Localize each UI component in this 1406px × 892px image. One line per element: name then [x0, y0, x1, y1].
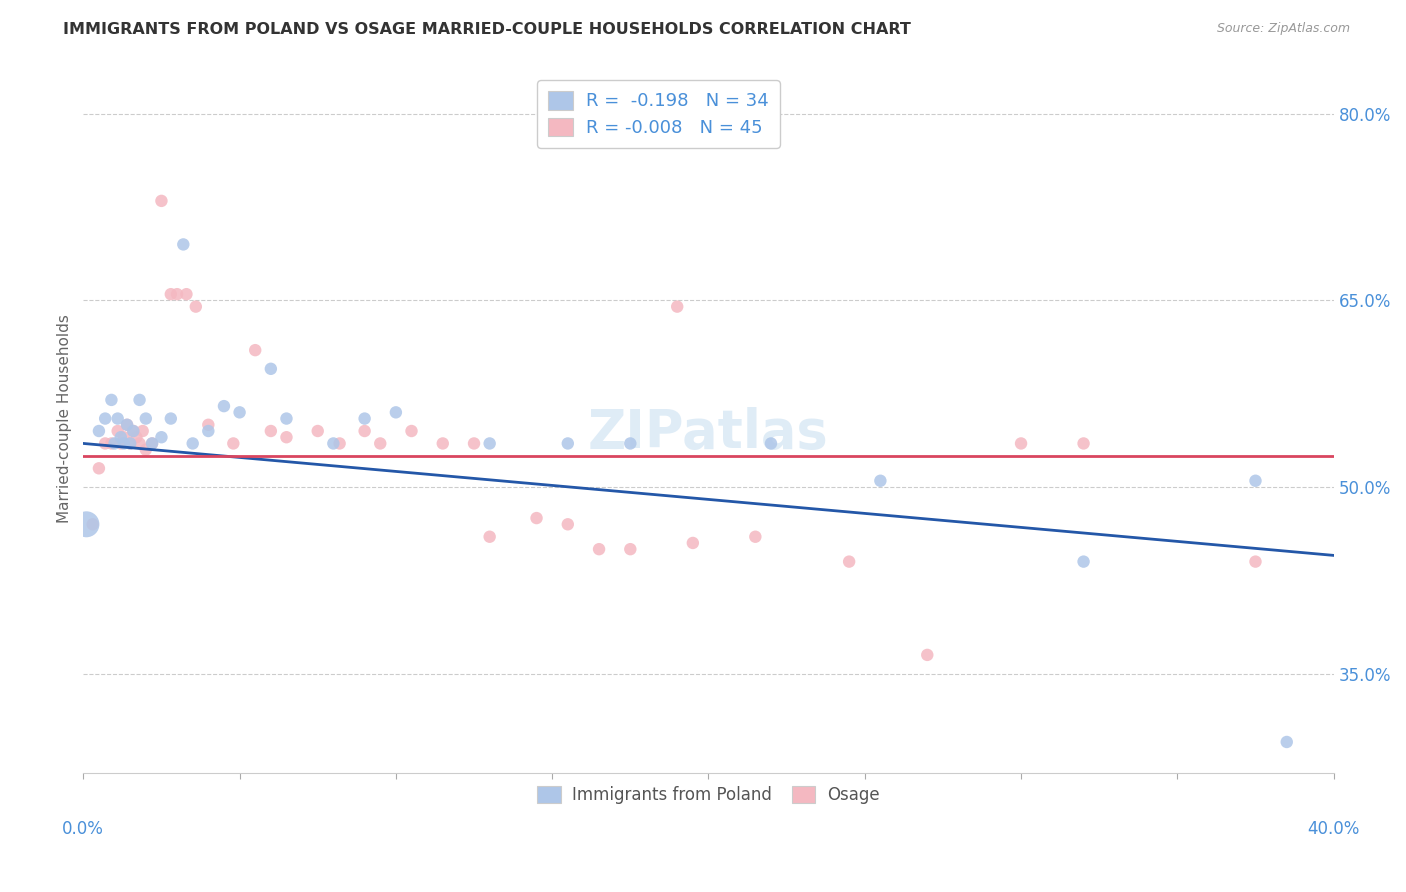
Point — [122, 424, 145, 438]
Point — [869, 474, 891, 488]
Point — [260, 424, 283, 438]
Point — [107, 411, 129, 425]
Point — [128, 392, 150, 407]
Point — [619, 436, 641, 450]
Text: 40.0%: 40.0% — [1308, 821, 1360, 838]
Point — [557, 436, 579, 450]
Point — [115, 417, 138, 432]
Point — [478, 530, 501, 544]
Point — [619, 542, 641, 557]
Point — [100, 436, 122, 450]
Point — [107, 424, 129, 438]
Point — [135, 442, 157, 457]
Point — [82, 517, 104, 532]
Point — [432, 436, 454, 450]
Point — [135, 411, 157, 425]
Point — [228, 405, 250, 419]
Point — [759, 436, 782, 450]
Point — [260, 361, 283, 376]
Point — [744, 530, 766, 544]
Point — [1244, 474, 1267, 488]
Point — [87, 461, 110, 475]
Text: Source: ZipAtlas.com: Source: ZipAtlas.com — [1216, 22, 1350, 36]
Point — [917, 648, 939, 662]
Point — [128, 436, 150, 450]
Point — [150, 430, 173, 444]
Point — [385, 405, 408, 419]
Point — [141, 436, 163, 450]
Point — [329, 436, 352, 450]
Point — [353, 424, 375, 438]
Point — [463, 436, 485, 450]
Point — [125, 430, 148, 444]
Point — [197, 424, 219, 438]
Point — [1073, 436, 1095, 450]
Point — [110, 436, 132, 450]
Point — [478, 436, 501, 450]
Point — [176, 287, 198, 301]
Point — [557, 517, 579, 532]
Point — [322, 436, 344, 450]
Legend: Immigrants from Poland, Osage: Immigrants from Poland, Osage — [530, 780, 886, 811]
Point — [222, 436, 245, 450]
Point — [276, 411, 298, 425]
Point — [112, 430, 135, 444]
Point — [150, 194, 173, 208]
Point — [353, 411, 375, 425]
Point — [184, 300, 207, 314]
Point — [159, 287, 181, 301]
Point — [94, 411, 117, 425]
Point — [87, 424, 110, 438]
Point — [1010, 436, 1032, 450]
Point — [526, 511, 548, 525]
Point — [181, 436, 204, 450]
Point — [368, 436, 391, 450]
Point — [120, 436, 142, 450]
Y-axis label: Married-couple Households: Married-couple Households — [58, 314, 72, 523]
Point — [401, 424, 423, 438]
Point — [172, 237, 194, 252]
Point — [666, 300, 689, 314]
Point — [122, 424, 145, 438]
Point — [75, 517, 97, 532]
Point — [115, 417, 138, 432]
Point — [120, 436, 142, 450]
Point — [1275, 735, 1298, 749]
Point — [141, 436, 163, 450]
Point — [588, 542, 610, 557]
Point — [838, 555, 860, 569]
Point — [197, 417, 219, 432]
Text: IMMIGRANTS FROM POLAND VS OSAGE MARRIED-COUPLE HOUSEHOLDS CORRELATION CHART: IMMIGRANTS FROM POLAND VS OSAGE MARRIED-… — [63, 22, 911, 37]
Point — [682, 536, 704, 550]
Point — [245, 343, 267, 358]
Point — [103, 436, 125, 450]
Text: ZIPatlas: ZIPatlas — [588, 407, 830, 458]
Point — [166, 287, 188, 301]
Point — [110, 430, 132, 444]
Point — [276, 430, 298, 444]
Point — [112, 436, 135, 450]
Point — [100, 392, 122, 407]
Point — [1244, 555, 1267, 569]
Point — [307, 424, 329, 438]
Point — [94, 436, 117, 450]
Point — [131, 424, 153, 438]
Point — [212, 399, 235, 413]
Point — [1073, 555, 1095, 569]
Point — [159, 411, 181, 425]
Text: 0.0%: 0.0% — [62, 821, 104, 838]
